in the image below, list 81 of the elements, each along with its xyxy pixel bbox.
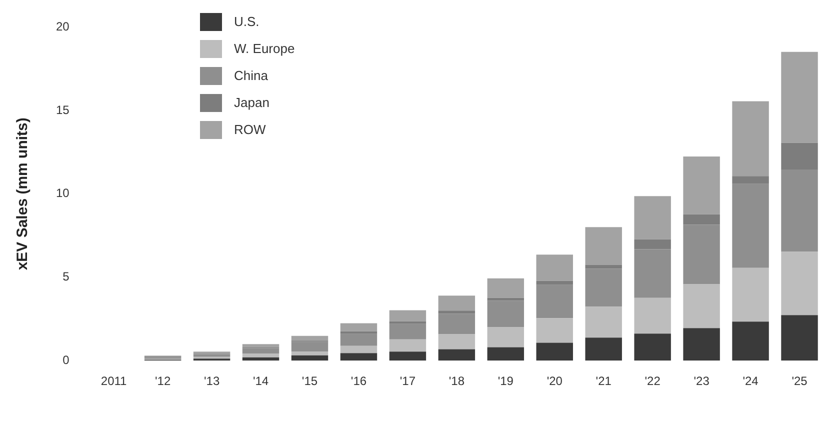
x-tick-label: '14	[252, 374, 269, 388]
x-tick-label: '16	[350, 374, 367, 388]
legend-label: China	[234, 68, 268, 83]
bar	[781, 315, 818, 361]
x-tick-label: '13	[204, 374, 220, 388]
bar	[291, 352, 328, 356]
bar	[389, 324, 426, 340]
bar	[585, 268, 622, 307]
bar	[585, 306, 622, 338]
bar	[732, 322, 769, 361]
y-axis-title: xEV Sales (mm units)	[14, 118, 32, 270]
bar	[340, 334, 378, 346]
bar	[291, 336, 328, 341]
bar	[781, 52, 818, 143]
x-tick-label: '19	[498, 374, 514, 388]
bar	[536, 342, 573, 361]
bar	[781, 170, 818, 252]
bar	[438, 349, 476, 361]
bar	[781, 142, 818, 170]
bar	[487, 278, 524, 298]
bar	[536, 318, 573, 343]
bar	[487, 327, 524, 348]
bar	[438, 296, 476, 311]
bar	[438, 314, 476, 334]
bar	[683, 284, 720, 328]
bar	[340, 346, 378, 354]
x-tick-label: '18	[448, 374, 465, 388]
x-tick-label: '17	[400, 374, 416, 388]
bar	[585, 338, 622, 361]
x-tick-label: '15	[302, 374, 318, 388]
bar	[193, 354, 230, 357]
bar	[389, 339, 426, 352]
bar	[683, 214, 720, 225]
x-tick-label: '21	[596, 374, 612, 388]
bar	[634, 334, 671, 361]
bar	[732, 176, 769, 184]
bar	[585, 264, 622, 269]
bar	[242, 344, 280, 348]
bar	[291, 342, 328, 352]
bar	[732, 101, 769, 176]
bar	[634, 196, 671, 240]
y-tick-label: 20	[56, 20, 70, 34]
x-tick-label: '22	[644, 374, 661, 388]
y-tick-label: 0	[62, 352, 70, 367]
x-tick-label: '25	[792, 374, 808, 388]
bar	[389, 352, 426, 361]
bar	[340, 353, 378, 361]
legend-label: U.S.	[234, 14, 260, 29]
bar	[634, 239, 671, 250]
bar	[340, 323, 378, 332]
bar	[634, 249, 671, 298]
bar	[732, 184, 769, 268]
bar	[389, 310, 426, 322]
bar	[242, 348, 280, 354]
legend-label: ROW	[234, 122, 266, 137]
bar	[683, 156, 720, 214]
bar	[536, 280, 573, 285]
y-tick-label: 5	[62, 270, 70, 284]
y-tick-label: 10	[56, 186, 70, 200]
bar	[683, 224, 720, 284]
bar	[291, 355, 328, 361]
bar	[781, 252, 818, 316]
legend-label: Japan	[234, 95, 270, 110]
x-tick-label: '23	[694, 374, 710, 388]
bar	[732, 268, 769, 322]
bar	[438, 334, 476, 350]
bar	[683, 328, 720, 361]
bar	[634, 298, 671, 334]
bar	[242, 357, 280, 361]
x-tick-label: '24	[742, 374, 759, 388]
bar	[242, 354, 280, 358]
bar	[536, 254, 573, 281]
y-tick-label: 15	[56, 102, 70, 117]
bar	[536, 284, 573, 318]
bar	[487, 347, 524, 361]
legend-label: W. Europe	[234, 41, 295, 56]
bar	[585, 227, 622, 265]
x-tick-label: '12	[154, 374, 171, 388]
x-tick-label: '20	[546, 374, 563, 388]
bar	[487, 300, 524, 328]
x-tick-label: 2011	[100, 374, 128, 388]
